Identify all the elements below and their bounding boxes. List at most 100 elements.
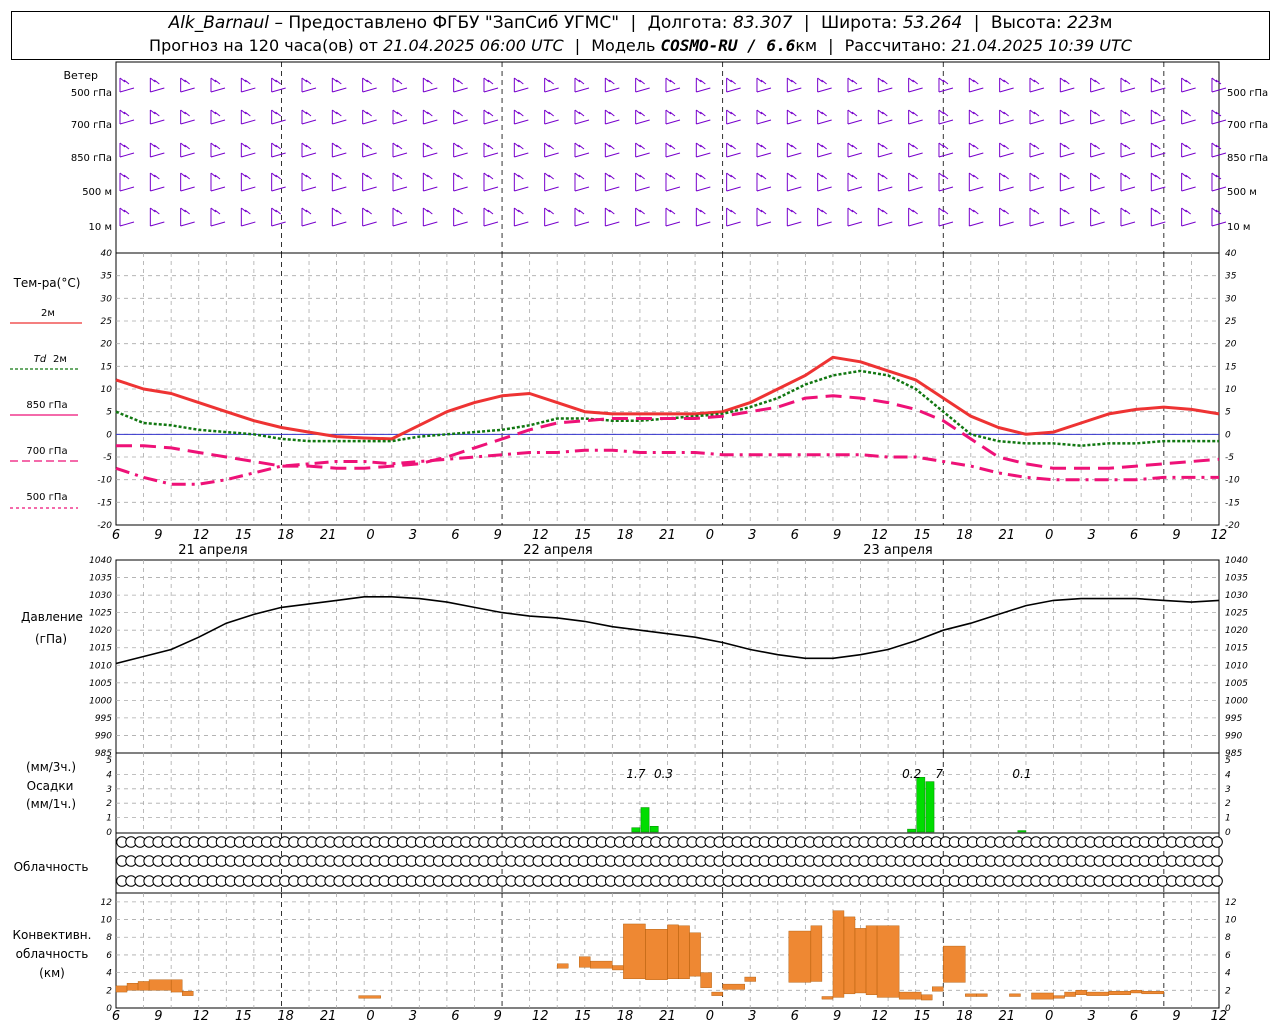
- wind-barb-icon: [968, 172, 984, 192]
- wind-barb-icon: [574, 207, 590, 227]
- wind-barb-icon: [665, 77, 681, 93]
- convective-bar: [645, 929, 668, 980]
- y-tick-label: 1030: [89, 591, 112, 601]
- wind-barb-icon: [544, 142, 559, 158]
- y-tick-label: 10: [101, 916, 113, 926]
- y-tick-label: 1040: [89, 556, 112, 566]
- wind-barb-icon: [331, 109, 347, 125]
- wind-barb-icon: [726, 109, 741, 125]
- lat-label: Широта:: [820, 13, 898, 33]
- wind-barb-icon: [362, 109, 377, 125]
- convective-bar: [722, 983, 745, 990]
- wind-barb-icon: [635, 109, 650, 125]
- precip-label: 7: [935, 767, 943, 781]
- wind-barb-icon: [1029, 142, 1045, 158]
- wind-barb-icon: [453, 109, 468, 125]
- x-tick-label: 6: [112, 1009, 120, 1024]
- y-tick-label: 995: [1225, 714, 1242, 724]
- wind-barb-icon: [483, 142, 499, 158]
- model-label: Модель: [591, 36, 656, 55]
- wind-barb-icon: [786, 207, 802, 227]
- wind-barb-icon: [726, 172, 741, 192]
- x-tick-label: 3: [1088, 528, 1096, 543]
- x-tick-label: 15: [235, 528, 252, 543]
- wind-level-label: 10 м: [89, 222, 112, 233]
- wind-barb-icon: [180, 109, 195, 125]
- panel-label: Тем-ра(°С): [13, 276, 81, 290]
- wind-barb-icon: [1120, 207, 1136, 227]
- wind-barb-icon: [271, 207, 286, 227]
- y-tick-label: 35: [1225, 272, 1237, 282]
- wind-barb-icon: [1029, 109, 1045, 125]
- precip-bar: [649, 825, 659, 833]
- convective-bar: [689, 932, 701, 977]
- wind-barb-icon: [968, 77, 984, 93]
- wind-barb-icon: [635, 77, 650, 93]
- convective-bar: [810, 925, 823, 982]
- wind-barb-icon: [786, 142, 802, 158]
- wind-barb-icon: [877, 172, 893, 192]
- y-tick-label: 2: [106, 986, 112, 996]
- wind-barb-icon: [392, 109, 408, 125]
- subheader-bar: Прогноз на 120 часа(ов) от 21.04.2025 06…: [11, 35, 1270, 60]
- wind-barb-icon: [786, 172, 802, 192]
- wind-barb-icon: [938, 172, 954, 192]
- wind-barb-icon: [1150, 109, 1166, 125]
- wind-barb-icon: [149, 207, 165, 227]
- x-tick-label: 6: [1130, 1009, 1138, 1024]
- wind-barb-icon: [422, 172, 438, 192]
- x-tick-label: 3: [748, 528, 756, 543]
- wind-barb-icon: [726, 207, 741, 227]
- precipitation-panel: 0 0 1 1 2 2 3 3 4 4 5 5 1.7 0.3 0.2 7 0.1: [106, 756, 1231, 838]
- wind-barb-icon: [817, 172, 832, 192]
- wind-barb-icon: [1211, 207, 1227, 227]
- wind-barb-icon: [331, 142, 347, 158]
- convective-bar: [976, 993, 988, 997]
- wind-barb-icon: [695, 109, 711, 125]
- wind-barb-icon: [422, 207, 438, 227]
- wind-barb-icon: [271, 142, 286, 158]
- y-tick-label: 990: [95, 731, 112, 741]
- y-tick-label: 15: [101, 362, 113, 372]
- lon-value: 83.307: [732, 13, 793, 33]
- wind-barb-icon: [210, 207, 226, 227]
- wind-barb-icon: [695, 142, 711, 158]
- wind-barb-icon: [1120, 77, 1136, 93]
- wind-barb-icon: [877, 109, 893, 125]
- convective-bar: [843, 916, 856, 995]
- wind-level-label: 500 м: [82, 187, 112, 198]
- x-tick-label: 6: [451, 528, 459, 543]
- y-tick-label: 5: [1225, 408, 1231, 418]
- y-tick-label: 4: [106, 770, 112, 780]
- wind-barb-icon: [453, 142, 468, 158]
- wind-level-label: 500 гПа: [71, 88, 112, 99]
- model-unit: км: [795, 36, 818, 55]
- temperature-panel: -20 -20 -15 -15 -10 -10 -5 -5 0 0 5 5 10 10 15 15 20 20 25…: [97, 249, 1240, 558]
- wind-barb-icon: [635, 172, 650, 192]
- wind-barb-icon: [786, 109, 802, 125]
- y-tick-label: 20: [101, 340, 113, 350]
- x-tick-label: 12: [871, 1009, 888, 1024]
- x-tick-label: 3: [748, 1009, 756, 1024]
- y-tick-label: 1040: [1225, 556, 1248, 566]
- x-tick-label: 12: [193, 1009, 210, 1024]
- y-tick-label: 12: [101, 898, 113, 908]
- wind-barb-icon: [574, 77, 590, 93]
- wind-barb-icon: [1090, 142, 1105, 158]
- wind-barb-icon: [1090, 172, 1105, 192]
- y-tick-label: 20: [1225, 340, 1237, 350]
- grid-lines: [116, 62, 1219, 1008]
- wind-barb-icon: [938, 77, 954, 93]
- x-tick-label: 18: [277, 1009, 294, 1024]
- series-line-longdash: [116, 394, 1220, 470]
- convective-bar: [358, 995, 381, 999]
- panel-label: 2м: [41, 308, 55, 319]
- convective-bar: [1086, 991, 1109, 996]
- wind-barb-icon: [635, 142, 650, 158]
- precip-bar: [907, 828, 916, 833]
- wind-barb-icon: [544, 172, 559, 192]
- day-label: 23 апреля: [863, 543, 933, 558]
- wind-barb-icon: [271, 109, 286, 125]
- wind-barb-icon: [544, 77, 559, 93]
